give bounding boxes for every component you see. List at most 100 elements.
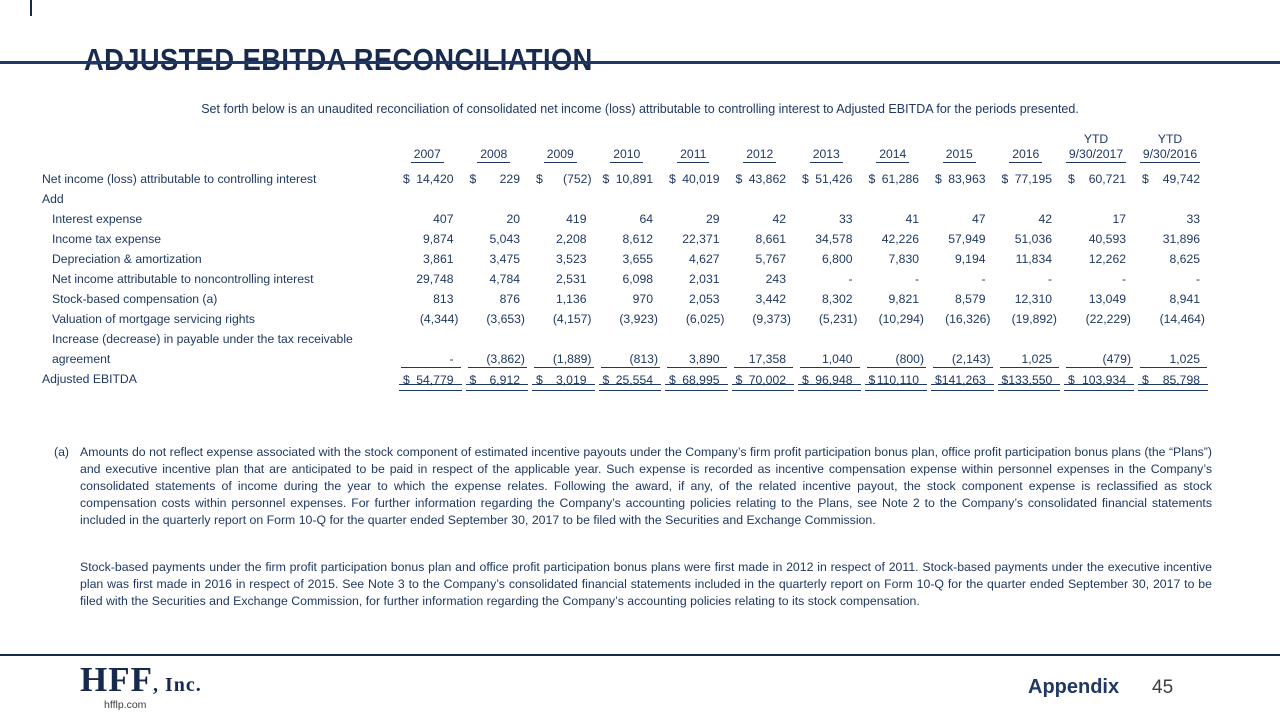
dollar-sign: $: [1142, 373, 1149, 387]
table-cell: [527, 189, 594, 209]
dollar-sign: $: [868, 172, 876, 186]
col-year-header: 2016: [993, 147, 1060, 169]
col-ytd-label: [860, 131, 927, 147]
table-cell: 876: [499, 292, 520, 306]
col-year-header: 2011: [660, 147, 727, 169]
table-cell: (1,889): [527, 349, 594, 369]
cell-value: 40,019: [682, 172, 720, 186]
table-cell: $3,019: [527, 369, 594, 391]
table-cell: 9,821: [888, 292, 920, 306]
table-cell: [1133, 329, 1207, 349]
col-ytd-label: [527, 131, 594, 147]
table-cell: 3,523: [556, 252, 587, 266]
table-cell: 41: [905, 212, 919, 226]
table-cell: (22,229): [1085, 312, 1131, 326]
table-cell: 3,475: [489, 252, 521, 266]
title-divider-line: [0, 61, 1280, 64]
row-label: Adjusted EBITDA: [42, 372, 137, 386]
cell-value: (752): [563, 172, 592, 186]
col-ytd-label: [594, 131, 661, 147]
col-year-text: 2007: [410, 147, 444, 163]
table-cell: 20: [506, 212, 520, 226]
table-cell: 3,861: [423, 252, 454, 266]
footnote-a: (a) Amounts do not reflect expense assoc…: [54, 444, 1212, 529]
table-cell: $40,019: [660, 169, 727, 189]
table-cell: 1,025: [993, 349, 1060, 369]
table-cell: [860, 329, 927, 349]
table-cell: (2,143): [926, 349, 993, 369]
table-cell: 2,031: [689, 272, 720, 286]
table-cell: 29,748: [416, 272, 454, 286]
cell-value: 60,721: [1088, 172, 1126, 186]
company-logo: HFF, Inc. hfflp.com: [80, 660, 202, 711]
table-cell: (6,025): [685, 312, 725, 326]
table-cell: 3,655: [622, 252, 654, 266]
col-ytd-label: [793, 131, 860, 147]
table-cell: $96,948: [793, 369, 860, 391]
table-cell: $133,550: [993, 369, 1060, 391]
table-cell: 1,136: [556, 292, 587, 306]
col-ytd-label: YTD: [1083, 132, 1109, 146]
table-cell: (9,373): [752, 312, 791, 326]
cell-value: 6,912: [489, 373, 521, 387]
table-cell: 12,262: [1088, 252, 1126, 266]
logo-domain-text: hfflp.com: [104, 699, 147, 711]
col-year-text: 9/30/2017: [1065, 147, 1127, 163]
table-cell: 5,043: [489, 232, 521, 246]
table-cell: [461, 189, 528, 209]
cell-value: 10,891: [615, 172, 653, 186]
dollar-sign: $: [669, 172, 676, 186]
table-cell: $85,798: [1133, 369, 1208, 391]
col-year-header: 2010: [594, 147, 661, 169]
table-cell: 17,358: [727, 349, 794, 369]
table-cell: $103,934: [1059, 369, 1134, 391]
dollar-sign: $: [536, 373, 543, 387]
table-cell: $25,554: [594, 369, 661, 391]
table-cell: -: [914, 272, 919, 286]
table-cell: $61,286: [860, 169, 927, 189]
table-cell: 970: [632, 292, 653, 306]
table-cell: (19,892): [1011, 312, 1057, 326]
table-cell: $49,742: [1133, 169, 1207, 189]
table-cell: $229: [461, 169, 528, 189]
cell-value: 14,420: [416, 172, 454, 186]
col-ytd-label: [394, 131, 461, 147]
footer-divider-line: [0, 654, 1280, 656]
table-cell: [793, 189, 860, 209]
table-cell: 57,949: [948, 232, 986, 246]
table-cell: 5,767: [755, 252, 787, 266]
table-cell: 8,579: [955, 292, 986, 306]
table-cell: 40,593: [1088, 232, 1126, 246]
dollar-sign: $: [469, 172, 477, 186]
table-cell: 11,834: [1015, 252, 1052, 266]
logo-wordmark: HFF, Inc.: [80, 660, 202, 700]
dollar-sign: $: [602, 373, 610, 387]
cell-value: 25,554: [615, 373, 653, 387]
table-cell: 31,896: [1162, 232, 1200, 246]
table-cell: 13,049: [1088, 292, 1126, 306]
table-cell: 8,302: [822, 292, 853, 306]
cell-value: 85,798: [1162, 373, 1200, 387]
table-cell: $141,263: [926, 369, 993, 391]
col-year-text: 2009: [543, 147, 577, 163]
row-label: Increase (decrease) in payable under the…: [52, 332, 353, 346]
logo-inc-text: , Inc.: [152, 674, 202, 696]
table-cell: [461, 329, 528, 349]
dollar-sign: $: [802, 373, 809, 387]
col-year-header: 2014: [860, 147, 927, 169]
table-cell: (3,923): [619, 312, 658, 326]
corner-accent-line: [30, 0, 32, 16]
dollar-sign: $: [403, 172, 410, 186]
cell-value: 141,263: [941, 373, 986, 387]
table-cell: 2,053: [689, 292, 720, 306]
table-corner: [42, 147, 394, 169]
table-cell: 6,800: [822, 252, 853, 266]
col-year-header: 9/30/2017: [1059, 147, 1133, 169]
slide-subtitle: Set forth below is an unaudited reconcil…: [201, 101, 1079, 116]
cell-value: 68,995: [682, 373, 720, 387]
table-cell: [594, 189, 661, 209]
col-year-text: 2008: [477, 147, 511, 163]
table-cell: [1133, 189, 1207, 209]
dollar-sign: $: [935, 172, 942, 186]
table-cell: $70,002: [727, 369, 794, 391]
